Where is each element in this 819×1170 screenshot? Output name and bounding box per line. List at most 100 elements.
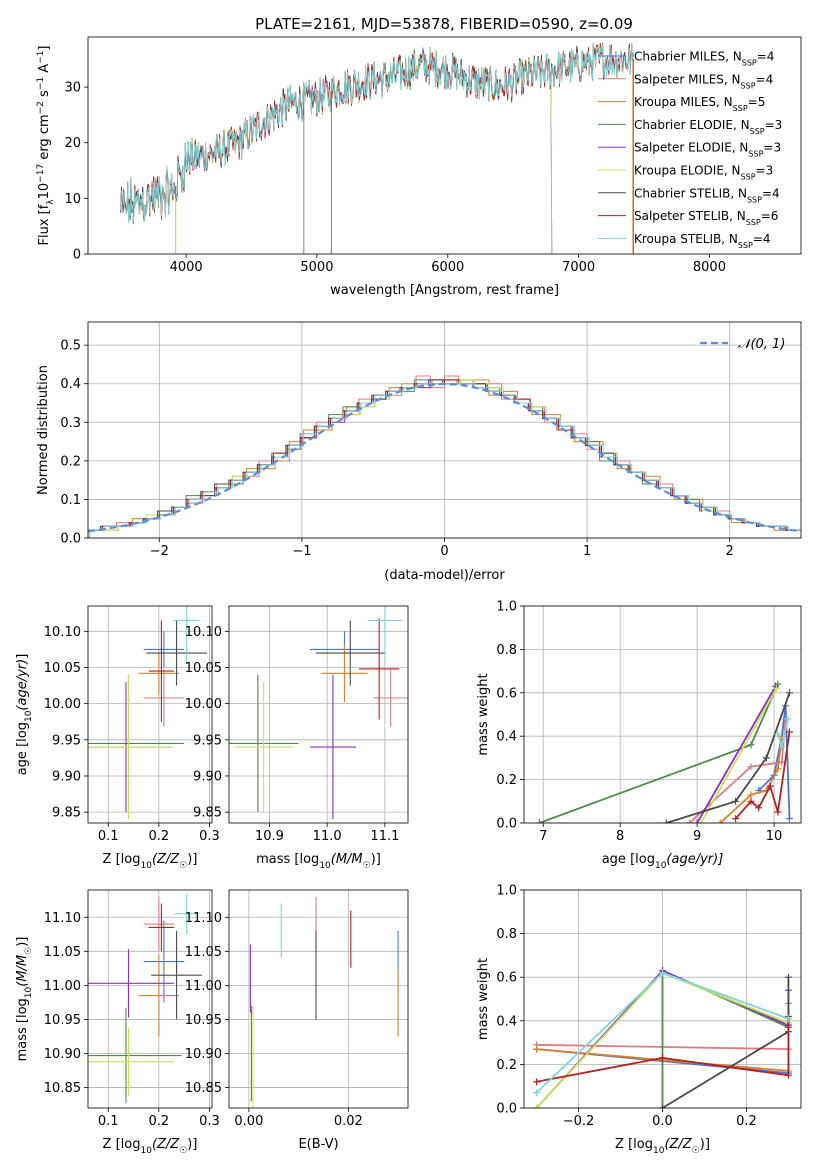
legend-label: Kroupa MILES, NSSP=5	[634, 95, 765, 113]
y-tick: 11.10	[44, 911, 88, 926]
axes-frame	[523, 889, 802, 1109]
y-tick-label: 10.10	[44, 625, 81, 640]
y-tick: 10.90	[185, 1047, 229, 1062]
y-tick: 11.05	[44, 945, 88, 960]
errorbar-point	[148, 903, 175, 952]
legend-entry: Chabrier ELODIE, NSSP=3	[598, 118, 782, 135]
x-tick: −0.2	[563, 1108, 594, 1129]
x-tick: 4000	[170, 254, 203, 275]
x-tick-label: 0.02	[334, 1114, 363, 1129]
y-tick: 10.85	[185, 1081, 229, 1096]
weight-marker	[533, 1104, 541, 1108]
y-tick-label: 0.2	[496, 1058, 517, 1073]
legend-entry: Chabrier MILES, NSSP=4	[598, 50, 774, 67]
weight-vs-age-panel: 7 8 9 10 0.0 0.2 0.4 0.6 0.8 1.0 age [log10(age/yr…	[476, 600, 802, 871]
y-tick: 0	[73, 248, 88, 263]
y-tick: 0.8	[496, 643, 524, 658]
weight-series	[732, 728, 793, 823]
legend: 𝒩(0, 1)	[700, 337, 785, 352]
x-tick-label: 7	[539, 829, 547, 844]
errorbar-point	[174, 606, 200, 664]
y-tick-label: 9.85	[52, 806, 81, 821]
axes-frame	[87, 36, 802, 255]
age-vs-mass-panel: 10.9 11.0 11.1 9.85 9.90 9.95 10.00 10.05 10.10 m…	[185, 605, 409, 871]
y-tick-label: 0.3	[60, 416, 81, 431]
y-tick: 10.95	[185, 1013, 229, 1028]
mass-vs-metallicity-panel: 0.1 0.2 0.3 10.85 10.90 10.95 11.00 11.05 11.10 Z…	[15, 889, 220, 1156]
x-tick-label: 7000	[562, 260, 595, 275]
axes-frame	[87, 605, 213, 824]
x-tick: 0.2	[736, 1108, 757, 1129]
plot-area	[88, 606, 207, 820]
weight-marker	[732, 815, 740, 823]
x-tick-label: 0.1	[98, 829, 119, 844]
spectrum-line	[120, 41, 634, 224]
x-tick-label: 8000	[693, 260, 726, 275]
y-tick-label: 1.0	[496, 884, 517, 899]
weight-marker	[662, 819, 670, 823]
y-tick-label: 10.90	[44, 1047, 81, 1062]
weight-marker	[533, 1089, 541, 1097]
y-tick: 9.90	[52, 769, 88, 784]
y-tick: 0.2	[60, 454, 88, 469]
x-tick-label: 11.1	[370, 829, 399, 844]
y-tick-label: 11.10	[185, 911, 222, 926]
x-axis-label: mass [log10(M/M☉)]	[256, 852, 381, 871]
x-tick-label: 0.00	[234, 1114, 263, 1129]
weight-marker	[785, 815, 793, 823]
errorbar-point	[88, 1007, 182, 1104]
errorbar-point	[148, 620, 175, 722]
y-tick-label: 0.4	[496, 1014, 517, 1029]
weight-vs-metallicity-panel: −0.2 0.0 0.2 0.0 0.2 0.4 0.6 0.8 1.0 Z [log10(Z/Z…	[476, 884, 802, 1156]
y-axis-label: Flux [fλ10−17 erg cm−2 s−1 A−1]	[36, 46, 56, 246]
legend-label: Salpeter MILES, NSSP=4	[634, 72, 773, 90]
x-axis-label: Z [log10(Z/Z☉)]	[103, 852, 198, 871]
weight-marker	[747, 741, 755, 749]
y-tick-label: 0.8	[496, 927, 517, 942]
weight-series	[662, 689, 793, 823]
x-tick-label: 0.2	[149, 1114, 170, 1129]
gridlines	[88, 606, 212, 823]
legend-label: Salpeter STELIB, NSSP=6	[634, 209, 778, 227]
x-axis-label: wavelength [Angstrom, rest frame]	[330, 283, 559, 298]
errorbar-point	[229, 674, 299, 813]
weight-marker	[774, 730, 782, 738]
y-tick-label: 0.1	[60, 493, 81, 508]
x-tick-label: 1	[583, 544, 591, 559]
x-tick: 8	[616, 823, 624, 844]
errorbar-point	[88, 949, 175, 1018]
y-tick-label: 0	[73, 248, 81, 263]
weight-marker	[755, 804, 763, 812]
legend-entry: Salpeter MILES, NSSP=4	[598, 72, 773, 90]
x-tick: 0.02	[334, 1108, 363, 1129]
y-tick-label: 11.05	[44, 945, 81, 960]
errorbar-point	[88, 674, 175, 820]
y-tick: 20	[64, 136, 88, 151]
weight-marker	[785, 728, 793, 736]
legend-label: Chabrier STELIB, NSSP=4	[634, 186, 780, 204]
x-axis-label: age [log10(age/yr)]	[602, 852, 724, 871]
y-tick-label: 9.95	[52, 733, 81, 748]
y-tick: 0.4	[496, 1014, 524, 1029]
y-tick: 11.10	[185, 911, 229, 926]
legend-entry: Kroupa STELIB, NSSP=4	[598, 232, 771, 249]
y-tick: 1.0	[496, 884, 524, 899]
y-tick-label: 0.0	[496, 1102, 517, 1117]
y-tick-label: 0.0	[496, 817, 517, 832]
weight-marker	[774, 808, 782, 816]
x-tick-label: 0.3	[199, 829, 220, 844]
x-tick: 7	[539, 823, 547, 844]
legend-entry: Kroupa ELODIE, NSSP=3	[598, 164, 773, 181]
histogram-step	[89, 379, 801, 538]
x-tick: 2	[726, 538, 734, 559]
y-axis-label: mass [log10(M/M☉)]	[15, 937, 34, 1062]
y-tick-label: 9.85	[193, 806, 222, 821]
axes-frame	[523, 605, 802, 824]
weight-series	[697, 684, 780, 823]
weight-marker	[747, 797, 755, 805]
y-tick: 0.0	[60, 532, 88, 547]
y-tick: 0.6	[496, 686, 524, 701]
x-tick-label: 10.9	[255, 829, 284, 844]
x-tick-label: 11.0	[313, 829, 342, 844]
